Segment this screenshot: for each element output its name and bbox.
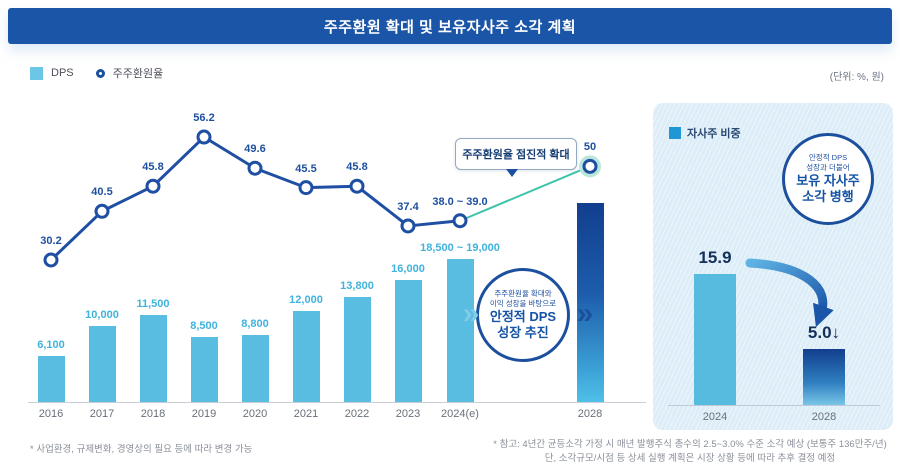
- treasury-bar-2024: [694, 274, 736, 405]
- return-ratio-point-2018: [145, 178, 161, 194]
- treasury-legend-swatch-icon: [669, 127, 681, 139]
- return-ratio-point-2022: [349, 178, 365, 194]
- callout-pointer-icon: [506, 169, 518, 183]
- return-ratio-value-2016: 30.2: [40, 235, 62, 247]
- return-ratio-value-2017: 40.5: [91, 186, 113, 199]
- return-ratio-point-2016: [43, 252, 59, 268]
- dps-legend-swatch-icon: [30, 66, 43, 80]
- slide-title-bar: 주주환원 확대 및 보유자사주 소각 계획: [8, 8, 892, 44]
- return-ratio-value-2020: 49.6: [244, 143, 266, 156]
- dps-bar-2016: [37, 356, 65, 402]
- return-ratio-point-2020: [247, 160, 263, 176]
- return-ratio-value-2024(e): 38.0 ~ 39.0: [432, 195, 488, 208]
- unit-label: (단위: %, 원): [829, 72, 884, 83]
- return-ratio-point-2019: [196, 129, 212, 145]
- treasury-legend: 자사주 비중: [669, 125, 741, 141]
- dps-bar-value-2023: 16,000: [391, 263, 425, 275]
- treasury-circle-line3: 보유 자사주: [796, 173, 860, 188]
- return-ratio-value-2018: 45.8: [142, 161, 164, 174]
- dps-circle-line1: 주주환원율 확대와: [494, 289, 552, 298]
- dps-circle-line3: 안정적 DPS: [489, 309, 557, 324]
- dps-growth-circle-callout: 주주환원율 확대와 이익 성장을 바탕으로 안정적 DPS 성장 추진: [476, 268, 570, 362]
- treasury-x-label-2024: 2024: [702, 411, 728, 423]
- dps-bar-2021: [292, 311, 320, 402]
- return-ratio-point-2024(e): [452, 213, 468, 229]
- return-ratio-point-2017: [94, 203, 110, 219]
- return-ratio-value-2028: 50: [583, 141, 597, 154]
- dps-circle-line4: 성장 추진: [497, 325, 549, 340]
- treasury-legend-label: 자사주 비중: [687, 128, 741, 140]
- x-axis-label-2021: 2021: [293, 408, 319, 420]
- dps-circle-line2: 이익 성장을 바탕으로: [489, 299, 557, 308]
- dps-bar-value-2018: 11,500: [136, 298, 170, 310]
- return-ratio-point-2023: [400, 218, 416, 234]
- treasury-bar-2028: [803, 349, 845, 405]
- x-axis-label-2023: 2023: [395, 408, 421, 420]
- x-axis-line: [28, 402, 646, 403]
- dps-bar-value-2020: 8,800: [241, 318, 269, 330]
- x-axis-label-2019: 2019: [191, 408, 217, 420]
- x-axis-label-2022: 2022: [344, 408, 370, 420]
- return-ratio-point-2028: [582, 158, 598, 174]
- decline-arrow-icon: [745, 258, 834, 328]
- x-axis-label-2024(e): 2024(e): [441, 408, 479, 420]
- dps-bar-2028: [576, 203, 604, 402]
- dps-bar-2018: [139, 315, 167, 402]
- dps-bar-2023: [394, 280, 422, 402]
- chart-legend: DPS 주주환원율: [30, 64, 163, 82]
- dps-bar-value-2016: 6,100: [37, 339, 65, 351]
- treasury-circle-line1: 안정적 DPS: [808, 153, 848, 162]
- footnote-right: * 참고: 4년간 균등소각 가정 시 매년 발행주식 총수의 2.5~3.0%…: [485, 438, 895, 466]
- dps-bar-2022: [343, 297, 371, 402]
- dps-bar-value-2021: 12,000: [289, 294, 323, 306]
- treasury-circle-line4: 소각 병행: [802, 189, 854, 204]
- footnote-right-line2: 단, 소각규모/시점 등 상세 실행 계획은 시장 상황 등에 따라 추후 결정…: [544, 453, 836, 464]
- dps-bar-2020: [241, 335, 269, 402]
- footnote-left: * 사업환경, 규제변화, 경영상의 필요 등에 따라 변경 가능: [30, 444, 253, 455]
- dps-bar-value-2022: 13,800: [340, 280, 374, 292]
- treasury-circle-line2: 성장과 더불어: [806, 163, 850, 172]
- chevron-right-light-icon: »: [462, 296, 480, 330]
- return-ratio-point-2021: [298, 180, 314, 196]
- chevron-right-dark-icon: »: [576, 296, 594, 330]
- treasury-x-label-2028: 2028: [811, 411, 837, 423]
- dps-bar-2017: [88, 326, 116, 402]
- return-ratio-legend-label: 주주환원율: [112, 68, 164, 80]
- treasury-value-2024: 15.9: [698, 248, 732, 267]
- treasury-value-2028: 5.0↓: [807, 323, 841, 342]
- return-ratio-value-2023: 37.4: [397, 200, 419, 213]
- dps-bar-value-2019: 8,500: [190, 320, 218, 332]
- return-ratio-value-2021: 45.5: [295, 162, 317, 175]
- dps-bar-value-2024(e): 18,500 ~ 19,000: [420, 242, 500, 254]
- dps-bar-value-2017: 10,000: [85, 309, 119, 321]
- footnote-right-line1: * 참고: 4년간 균등소각 가정 시 매년 발행주식 총수의 2.5~3.0%…: [493, 439, 887, 450]
- dps-bar-2024(e): [446, 259, 474, 402]
- dps-bar-2019: [190, 337, 218, 402]
- x-axis-label-2020: 2020: [242, 408, 268, 420]
- treasury-x-axis-line: [668, 405, 880, 406]
- x-axis-label-2028: 2028: [577, 408, 603, 420]
- treasury-stock-panel: 자사주 비중 안정적 DPS 성장과 더불어 보유 자사주 소각 병행 15.9…: [653, 103, 893, 430]
- treasury-circle-callout: 안정적 DPS 성장과 더불어 보유 자사주 소각 병행: [782, 133, 874, 225]
- x-axis-label-2018: 2018: [140, 408, 166, 420]
- x-axis-label-2016: 2016: [38, 408, 64, 420]
- return-ratio-legend-marker-icon: [95, 68, 105, 78]
- dps-return-ratio-chart: 주주환원율 점진적 확대 주주환원율 확대와 이익 성장을 바탕으로 안정적 D…: [20, 100, 648, 430]
- return-ratio-callout: 주주환원율 점진적 확대: [455, 138, 577, 170]
- return-ratio-value-2022: 45.8: [346, 161, 368, 174]
- return-ratio-line: [43, 129, 601, 268]
- x-axis-label-2017: 2017: [89, 408, 115, 420]
- dps-legend-label: DPS: [51, 67, 74, 79]
- page-title: 주주환원 확대 및 보유자사주 소각 계획: [323, 18, 577, 36]
- return-ratio-value-2019: 56.2: [193, 112, 215, 125]
- return-ratio-callout-text: 주주환원율 점진적 확대: [462, 149, 570, 161]
